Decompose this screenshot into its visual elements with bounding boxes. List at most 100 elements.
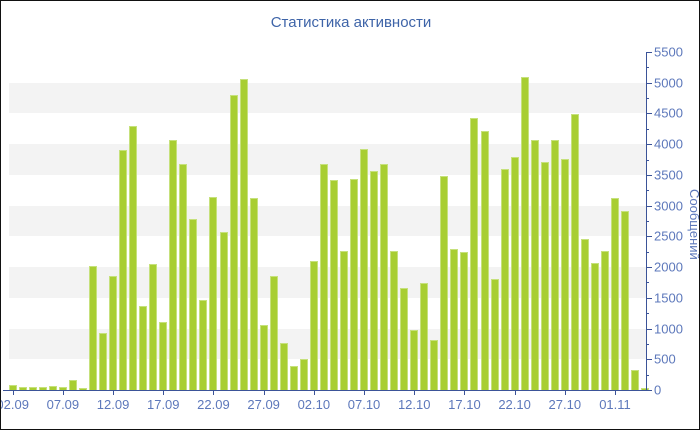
y-major-tick	[646, 52, 652, 53]
y-major-tick	[646, 328, 652, 330]
bar-18.10	[470, 117, 479, 390]
bar-15.10	[440, 176, 449, 390]
x-tick	[12, 391, 14, 395]
x-tick-label: 27.09	[247, 397, 280, 412]
y-minor-tick	[646, 343, 649, 345]
bar-24.10	[530, 139, 539, 390]
y-major-tick	[646, 390, 652, 391]
bar-17.10	[460, 251, 469, 390]
bar-23.09	[219, 231, 228, 390]
y-tick-label: 500	[654, 351, 676, 367]
y-major-tick	[646, 359, 652, 361]
bar-04.09	[28, 387, 37, 390]
bar-10.09	[89, 265, 97, 390]
bar-12.09	[109, 276, 118, 390]
y-major-tick	[646, 82, 652, 84]
bar-04.10	[329, 180, 338, 390]
y-tick-label: 0	[654, 382, 662, 398]
x-tick	[564, 391, 566, 395]
bar-01.10	[299, 358, 308, 390]
y-minor-tick	[646, 190, 649, 192]
x-tick-label: 02.09	[1, 397, 29, 412]
y-major-tick	[646, 236, 652, 238]
bar-14.10	[430, 340, 439, 390]
bar-22.09	[209, 197, 218, 390]
x-axis	[3, 390, 647, 391]
y-tick-label: 1500	[654, 290, 683, 306]
bar-06.09	[48, 386, 57, 390]
y-minor-tick	[646, 313, 649, 315]
y-minor-tick	[646, 374, 649, 376]
bar-21.09	[199, 300, 208, 390]
bar-02.10	[309, 260, 318, 390]
x-tick	[113, 391, 115, 395]
y-tick-label: 2000	[654, 259, 683, 275]
y-tick-label: 4500	[654, 105, 683, 121]
bar-07.10	[360, 149, 369, 390]
x-tick-label: 02.10	[297, 397, 331, 412]
x-tick-label: 07.09	[46, 397, 80, 412]
bar-11.10	[400, 287, 409, 390]
x-tick	[163, 391, 165, 395]
x-tick	[514, 391, 516, 395]
bar-23.10	[520, 77, 529, 390]
x-tick-label: 22.10	[498, 397, 531, 412]
y-minor-tick	[646, 251, 649, 253]
y-minor-tick	[646, 282, 649, 284]
bar-01.11	[611, 197, 619, 390]
bar-03.10	[319, 164, 328, 390]
bar-18.09	[169, 140, 178, 390]
x-tick-label: 01.11	[599, 397, 631, 412]
bar-19.09	[179, 164, 188, 390]
bar-04.11	[641, 388, 650, 390]
bar-03.09	[18, 386, 27, 390]
bar-19.10	[480, 130, 489, 390]
bar-06.10	[350, 178, 358, 390]
y-tick-label: 2500	[654, 228, 683, 244]
x-tick-label: 12.10	[397, 397, 431, 412]
bar-30.10	[590, 262, 599, 390]
x-tick	[414, 391, 416, 395]
y-major-tick	[646, 297, 652, 299]
bar-16.10	[450, 248, 459, 390]
x-tick	[615, 391, 616, 395]
bar-07.09	[58, 386, 67, 390]
bar-20.10	[490, 279, 499, 390]
y-tick-label: 3000	[654, 198, 683, 214]
y-tick-label: 1000	[654, 321, 683, 337]
y-minor-tick	[646, 221, 649, 222]
bar-29.10	[580, 238, 589, 390]
bar-16.09	[149, 264, 158, 390]
bar-12.10	[410, 330, 419, 390]
y-tick-label: 3500	[654, 167, 683, 183]
bar-20.09	[189, 218, 198, 390]
bar-08.10	[370, 171, 379, 390]
bar-27.09	[259, 324, 268, 390]
bar-15.09	[139, 305, 148, 390]
bar-02.09	[8, 385, 17, 390]
x-tick	[263, 391, 265, 395]
y-tick-label: 5000	[654, 75, 683, 91]
bar-02.11	[621, 211, 630, 390]
bar-05.09	[38, 386, 47, 390]
y-minor-tick	[646, 67, 649, 69]
x-tick	[62, 391, 64, 395]
bar-21.10	[500, 168, 509, 390]
stripe-band	[9, 82, 646, 114]
bar-27.10	[560, 158, 569, 390]
bar-25.09	[239, 79, 248, 390]
y-major-tick	[646, 205, 652, 207]
x-tick	[464, 391, 466, 395]
x-tick-label: 17.09	[146, 397, 180, 412]
x-tick-label: 22.09	[197, 397, 230, 412]
x-tick	[213, 391, 215, 395]
bar-17.09	[159, 322, 168, 390]
y-major-tick	[646, 174, 652, 176]
x-tick-label: 12.09	[96, 397, 130, 412]
x-tick	[364, 391, 366, 395]
bar-22.10	[510, 157, 519, 390]
bar-05.10	[339, 251, 348, 390]
y-tick-label: 4000	[654, 136, 683, 152]
bar-30.09	[289, 366, 298, 390]
bar-03.11	[631, 370, 640, 390]
